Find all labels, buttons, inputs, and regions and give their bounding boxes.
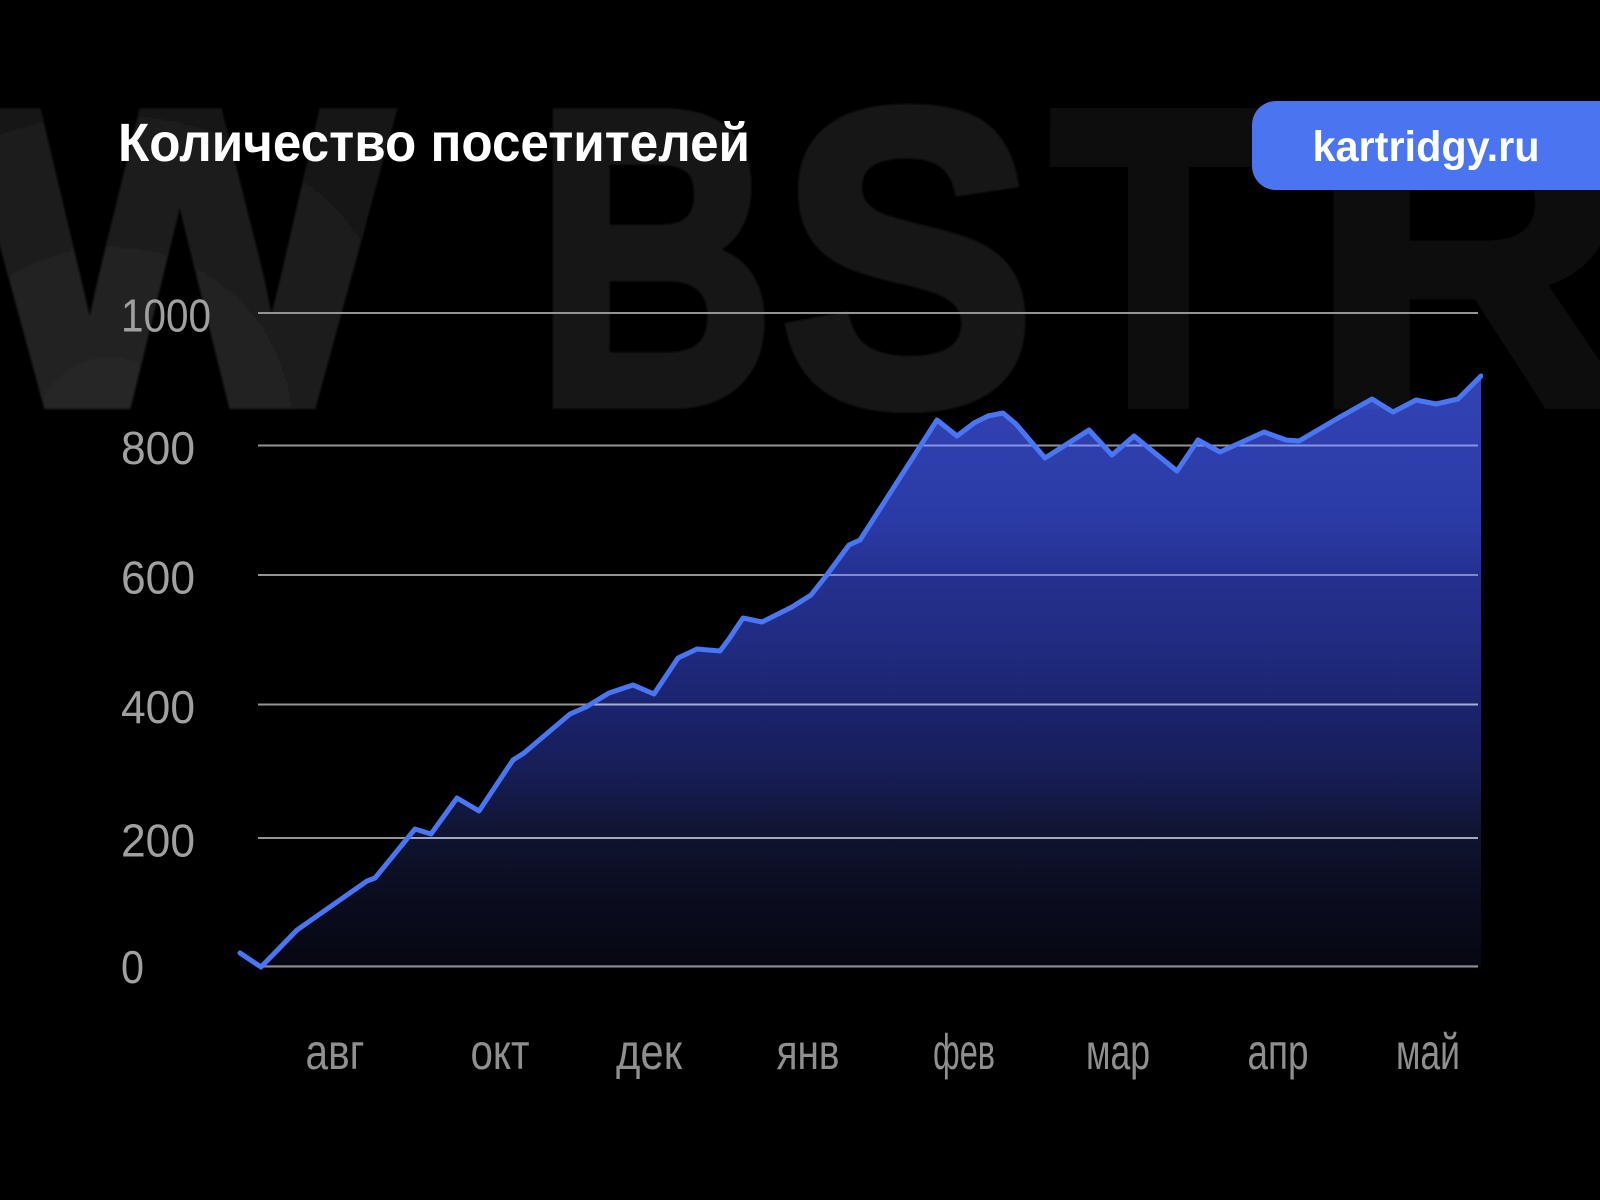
svg-text:фев: фев	[933, 1024, 995, 1080]
svg-text:янв: янв	[777, 1024, 840, 1080]
svg-text:W: W	[0, 24, 394, 493]
svg-text:апр: апр	[1248, 1024, 1309, 1080]
svg-text:kartridgy.ru: kartridgy.ru	[1313, 123, 1540, 171]
svg-text:май: май	[1396, 1024, 1460, 1080]
svg-text:1000: 1000	[121, 290, 211, 342]
svg-text:окт: окт	[471, 1024, 530, 1080]
svg-text:800: 800	[121, 422, 195, 474]
svg-text:600: 600	[121, 552, 195, 604]
svg-text:T: T	[1051, 24, 1266, 493]
svg-text:Количество посетителей: Количество посетителей	[118, 113, 750, 173]
svg-text:авг: авг	[306, 1024, 365, 1080]
svg-text:дек: дек	[616, 1024, 683, 1080]
svg-text:мар: мар	[1086, 1024, 1150, 1080]
svg-text:S: S	[780, 24, 1035, 493]
svg-text:B: B	[535, 24, 775, 493]
svg-text:0: 0	[121, 941, 144, 993]
svg-text:400: 400	[121, 681, 195, 733]
svg-text:200: 200	[121, 815, 195, 867]
